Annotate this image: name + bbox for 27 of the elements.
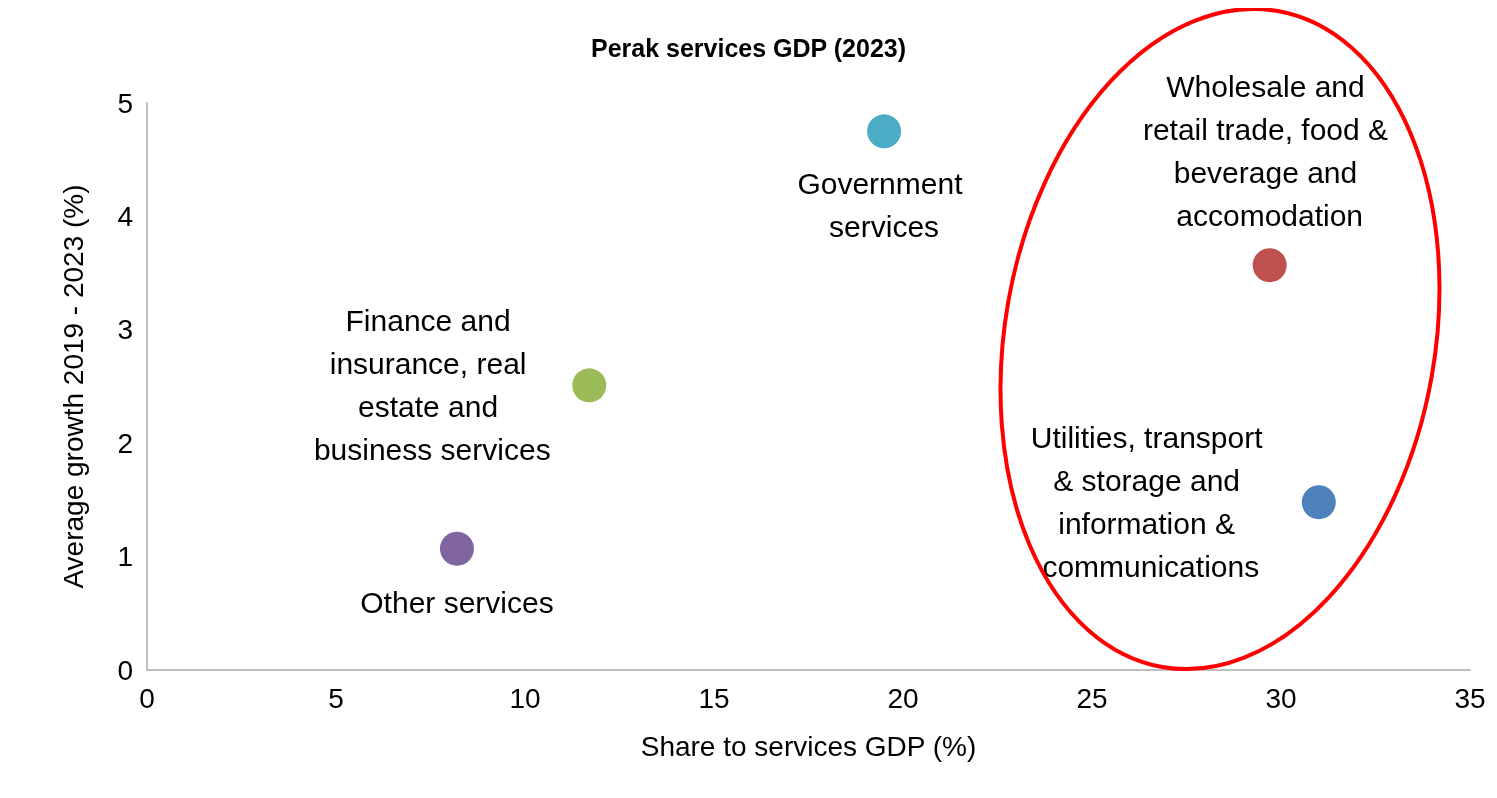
point: [572, 368, 607, 403]
series-label: Government services: [797, 167, 971, 244]
point: [867, 114, 902, 149]
chart-title: Perak services GDP (2023): [590, 33, 907, 62]
x-tick-label: 0: [139, 682, 155, 714]
x-tick-label: 20: [887, 682, 919, 714]
y-tick-label: 3: [117, 314, 133, 346]
x-axis-title: Share to services GDP (%): [640, 730, 977, 762]
point: [1301, 485, 1336, 520]
y-axis-title: Average growth 2019 - 2023 (%): [57, 184, 89, 589]
point: [439, 531, 474, 566]
y-tick-label: 0: [117, 654, 133, 686]
text: Wholesale and retail trade, food & beverage and accomodation: [1142, 70, 1397, 233]
y-tick-label: 2: [117, 427, 133, 459]
series-label: Other services: [360, 586, 554, 620]
x-tick-label: 25: [1076, 682, 1108, 714]
x-tick-label: 5: [328, 682, 344, 714]
y-tick-label: 4: [117, 200, 133, 232]
point: [1252, 248, 1287, 283]
x-tick-label: 10: [509, 682, 541, 714]
y-tick-label: 5: [117, 87, 133, 119]
x-tick-label: 15: [698, 682, 730, 714]
y-tick-label: 1: [117, 541, 133, 573]
x-tick-label: 30: [1265, 682, 1297, 714]
series-label: Finance and insurance, real estate and business services: [313, 304, 551, 467]
x-tick-label: 35: [1454, 682, 1486, 714]
series-label: Utilities, transport & storage and information & communications: [1030, 421, 1271, 584]
